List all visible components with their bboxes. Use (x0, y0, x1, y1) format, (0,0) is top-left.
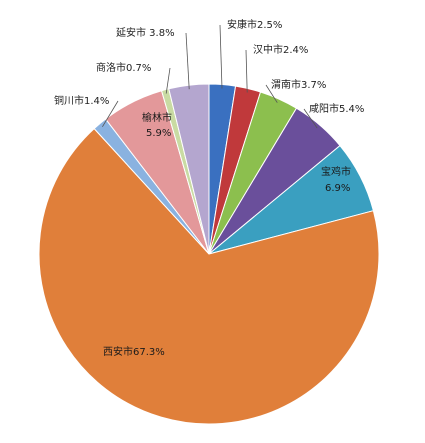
leader-line-1 (245, 49, 248, 93)
pie-slices (38, 83, 380, 425)
leader-line-9 (185, 32, 190, 90)
pie-slice-5 (38, 127, 380, 425)
slice-label-7: 榆林市 (142, 111, 172, 124)
slice-label-3: 咸阳市5.4% (309, 102, 364, 115)
slice-label-6: 铜川市1.4% (54, 94, 109, 107)
slice-label-1: 汉中市2.4% (253, 43, 308, 56)
slice-pct-label-4: 6.9% (325, 183, 350, 194)
leader-line-3 (303, 108, 318, 129)
slice-label-0: 安康市2.5% (227, 18, 282, 31)
leader-line-6 (102, 100, 119, 128)
slice-labels: 安康市2.5% 汉中市2.4% 渭南市3.7% 咸阳市5.4% 宝鸡市 6.9% 西安市67… (54, 18, 364, 358)
slice-label-5: 西安市67.3% (103, 345, 165, 358)
leader-line-8 (165, 67, 171, 94)
slice-label-2: 渭南市3.7% (271, 78, 326, 91)
slice-label-9: 延安市 3.8% (116, 26, 175, 39)
leader-line-2 (265, 84, 278, 103)
slice-pct-label-7: 5.9% (146, 128, 171, 139)
slice-label-4: 宝鸡市 (321, 165, 351, 178)
leader-line-0 (219, 24, 223, 89)
slice-label-8: 商洛市0.7% (96, 61, 151, 74)
leader-lines (102, 24, 318, 129)
